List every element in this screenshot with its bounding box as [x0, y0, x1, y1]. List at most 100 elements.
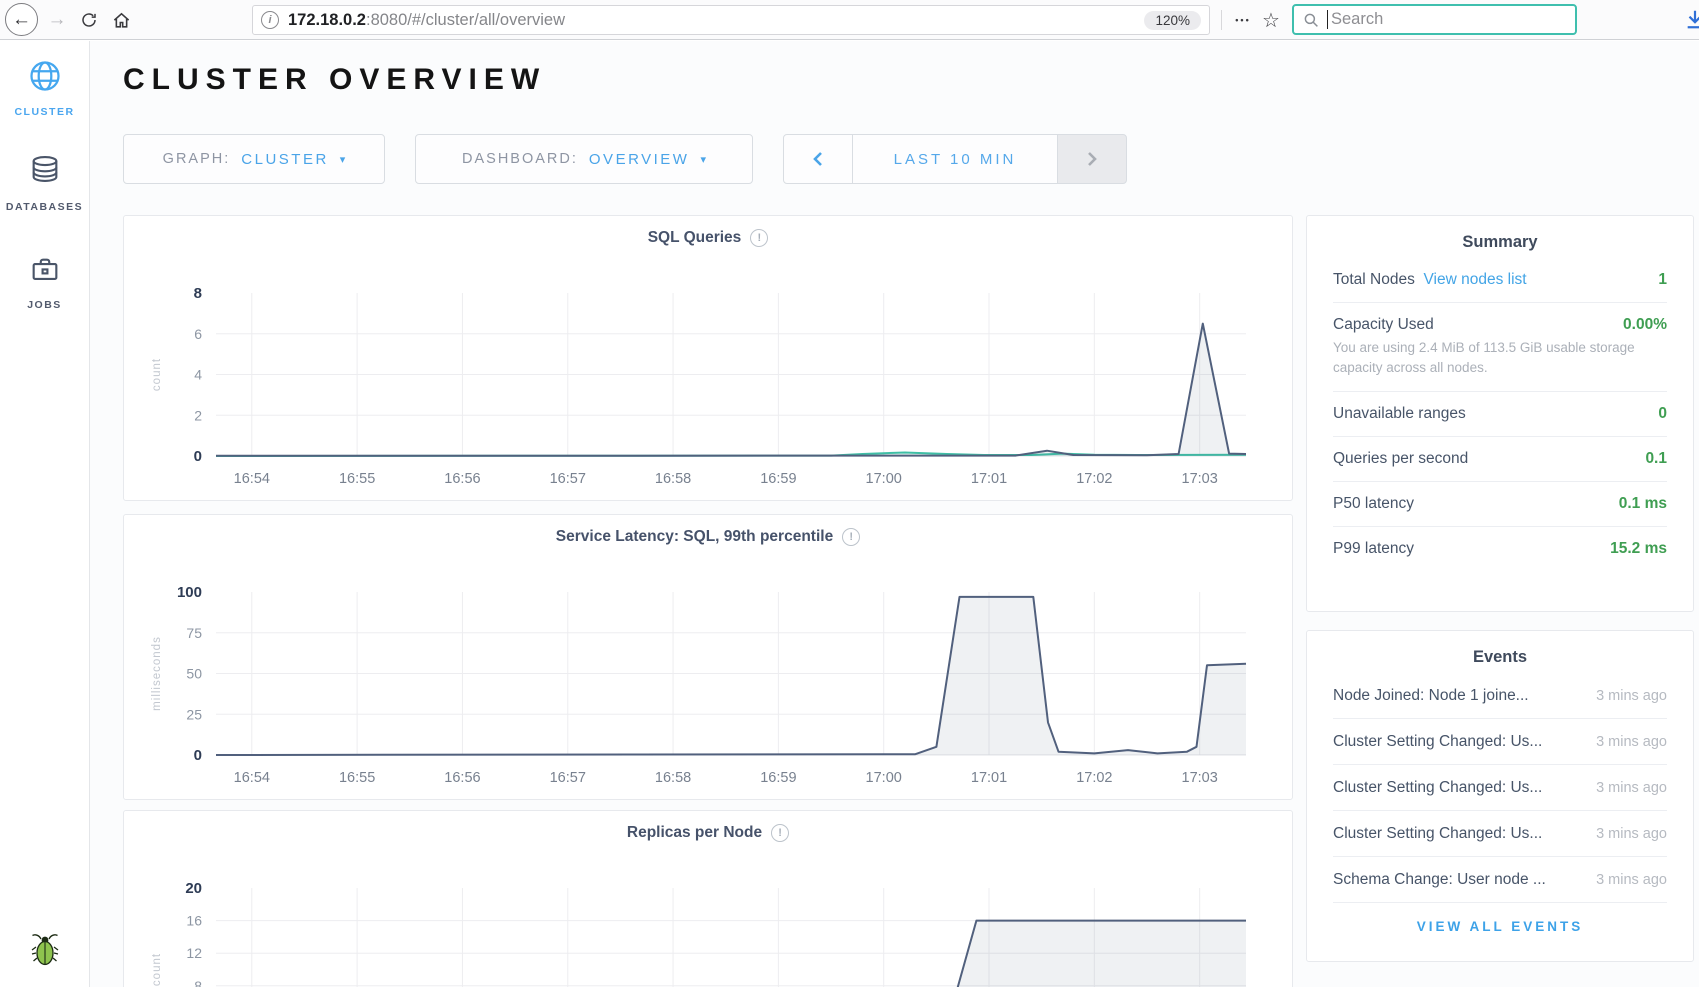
summary-row-qps: Queries per second 0.1: [1333, 437, 1667, 482]
svg-text:17:03: 17:03: [1182, 471, 1218, 487]
event-message: Cluster Setting Changed: Us...: [1333, 779, 1542, 797]
chevron-left-icon: [813, 151, 823, 167]
view-nodes-list-link[interactable]: View nodes list: [1423, 271, 1526, 288]
download-icon[interactable]: [1684, 7, 1699, 31]
events-title: Events: [1333, 648, 1667, 667]
home-icon: [112, 11, 131, 30]
sql-queries-chart: 16:5416:5516:5616:5716:5816:5917:0017:01…: [124, 216, 1294, 502]
svg-text:17:01: 17:01: [971, 471, 1007, 487]
svg-text:4: 4: [194, 367, 202, 383]
svg-text:0: 0: [194, 448, 202, 465]
svg-text:17:00: 17:00: [866, 471, 902, 487]
row-value: 0.1: [1645, 450, 1667, 468]
service-latency-chart: 16:5416:5516:5616:5716:5816:5917:0017:01…: [124, 515, 1294, 801]
chart-card-sql-queries: SQL Queries ! 16:5416:5516:5616:5716:581…: [123, 215, 1293, 501]
url-bar[interactable]: i 172.18.0.2:8080/#/cluster/all/overview…: [252, 5, 1210, 35]
page-actions-icon[interactable]: •••: [1228, 0, 1258, 40]
svg-text:17:02: 17:02: [1076, 471, 1112, 487]
globe-icon: [27, 58, 63, 94]
browser-toolbar: ← → i 172.18.0.2:8080/#/cluster/all/over…: [0, 0, 1699, 40]
dashboard-dropdown[interactable]: DASHBOARD: OVERVIEW ▾: [415, 134, 753, 184]
svg-text:2: 2: [194, 407, 202, 423]
row-value: 0: [1658, 405, 1667, 423]
svg-text:0: 0: [194, 747, 202, 764]
reload-button[interactable]: [74, 0, 104, 40]
svg-text:16:58: 16:58: [655, 770, 691, 786]
main-content: CLUSTER OVERVIEW GRAPH: CLUSTER ▾ DASHBO…: [90, 41, 1699, 987]
summary-title: Summary: [1333, 233, 1667, 252]
page-title: CLUSTER OVERVIEW: [123, 63, 546, 97]
svg-text:count: count: [151, 953, 163, 986]
event-row: Cluster Setting Changed: Us... 3 mins ag…: [1333, 765, 1667, 811]
home-button[interactable]: [106, 0, 136, 40]
summary-row-p50: P50 latency 0.1 ms: [1333, 482, 1667, 527]
dashboard-dropdown-value: OVERVIEW: [589, 151, 690, 168]
briefcase-icon: [28, 251, 62, 287]
svg-text:16:59: 16:59: [760, 471, 796, 487]
sidebar-item-cluster[interactable]: CLUSTER: [0, 58, 89, 118]
summary-row-unavailable-ranges: Unavailable ranges 0: [1333, 392, 1667, 437]
event-row: Cluster Setting Changed: Us... 3 mins ag…: [1333, 811, 1667, 857]
svg-text:20: 20: [185, 880, 202, 897]
back-icon: ←: [12, 9, 31, 31]
total-nodes-label: Total Nodes View nodes list: [1333, 271, 1527, 289]
search-placeholder: Search: [1331, 10, 1383, 29]
row-label: P99 latency: [1333, 540, 1414, 558]
chevron-right-icon: [1087, 151, 1097, 167]
back-button[interactable]: ←: [5, 3, 38, 36]
database-icon: [28, 153, 62, 189]
svg-text:12: 12: [186, 945, 202, 961]
svg-text:17:03: 17:03: [1182, 770, 1218, 786]
event-time: 3 mins ago: [1596, 826, 1667, 842]
replicas-chart: 16:5416:5516:5616:5716:5816:5917:0017:01…: [124, 811, 1294, 987]
url-text: 172.18.0.2:8080/#/cluster/all/overview: [288, 11, 565, 30]
capacity-value: 0.00%: [1623, 316, 1667, 334]
graph-dropdown-label: GRAPH:: [163, 151, 231, 167]
svg-text:17:01: 17:01: [971, 770, 1007, 786]
view-all-events-link[interactable]: VIEW ALL EVENTS: [1333, 903, 1667, 950]
sidebar-item-jobs[interactable]: JOBS: [0, 251, 89, 311]
row-label: Queries per second: [1333, 450, 1468, 468]
event-message: Node Joined: Node 1 joine...: [1333, 687, 1529, 705]
svg-text:16:59: 16:59: [760, 770, 796, 786]
zoom-level-badge[interactable]: 120%: [1144, 11, 1201, 30]
url-path: :8080/#/cluster/all/overview: [366, 11, 565, 29]
summary-row-capacity: Capacity Used 0.00% You are using 2.4 Mi…: [1333, 303, 1667, 392]
cockroach-logo: [31, 931, 59, 967]
total-nodes-value: 1: [1658, 271, 1667, 289]
svg-text:17:02: 17:02: [1076, 770, 1112, 786]
sidebar-label-cluster: CLUSTER: [0, 106, 89, 118]
svg-text:16:55: 16:55: [339, 770, 375, 786]
url-host: 172.18.0.2: [288, 11, 366, 29]
forward-button[interactable]: →: [42, 0, 72, 40]
event-message: Schema Change: User node ...: [1333, 871, 1546, 889]
time-forward-button[interactable]: [1057, 134, 1127, 184]
time-range-label: LAST 10 MIN: [894, 151, 1017, 168]
time-range-button[interactable]: LAST 10 MIN: [852, 134, 1058, 184]
svg-text:75: 75: [186, 625, 202, 641]
row-label: Unavailable ranges: [1333, 405, 1466, 423]
forward-icon: →: [48, 9, 67, 31]
summary-row-total-nodes: Total Nodes View nodes list 1: [1333, 258, 1667, 303]
svg-text:count: count: [151, 358, 163, 391]
svg-text:100: 100: [177, 584, 202, 601]
browser-search-input[interactable]: Search: [1292, 4, 1577, 35]
summary-row-p99: P99 latency 15.2 ms: [1333, 527, 1667, 571]
graph-dropdown-value: CLUSTER: [241, 151, 329, 168]
svg-text:6: 6: [194, 326, 202, 342]
svg-text:50: 50: [186, 666, 202, 682]
chart-card-service-latency: Service Latency: SQL, 99th percentile ! …: [123, 514, 1293, 800]
site-info-icon: i: [261, 11, 279, 29]
svg-text:8: 8: [194, 978, 202, 987]
svg-text:16:56: 16:56: [444, 471, 480, 487]
sidebar-label-databases: DATABASES: [0, 201, 89, 213]
sidebar-item-databases[interactable]: DATABASES: [0, 153, 89, 213]
chevron-down-icon: ▾: [700, 153, 706, 166]
bookmark-star-icon[interactable]: ☆: [1256, 0, 1286, 40]
graph-dropdown[interactable]: GRAPH: CLUSTER ▾: [123, 134, 385, 184]
time-back-button[interactable]: [783, 134, 853, 184]
chevron-down-icon: ▾: [340, 153, 346, 166]
summary-panel: Summary Total Nodes View nodes list 1 Ca…: [1306, 215, 1694, 612]
svg-text:16:54: 16:54: [234, 471, 270, 487]
svg-text:16: 16: [186, 913, 202, 929]
